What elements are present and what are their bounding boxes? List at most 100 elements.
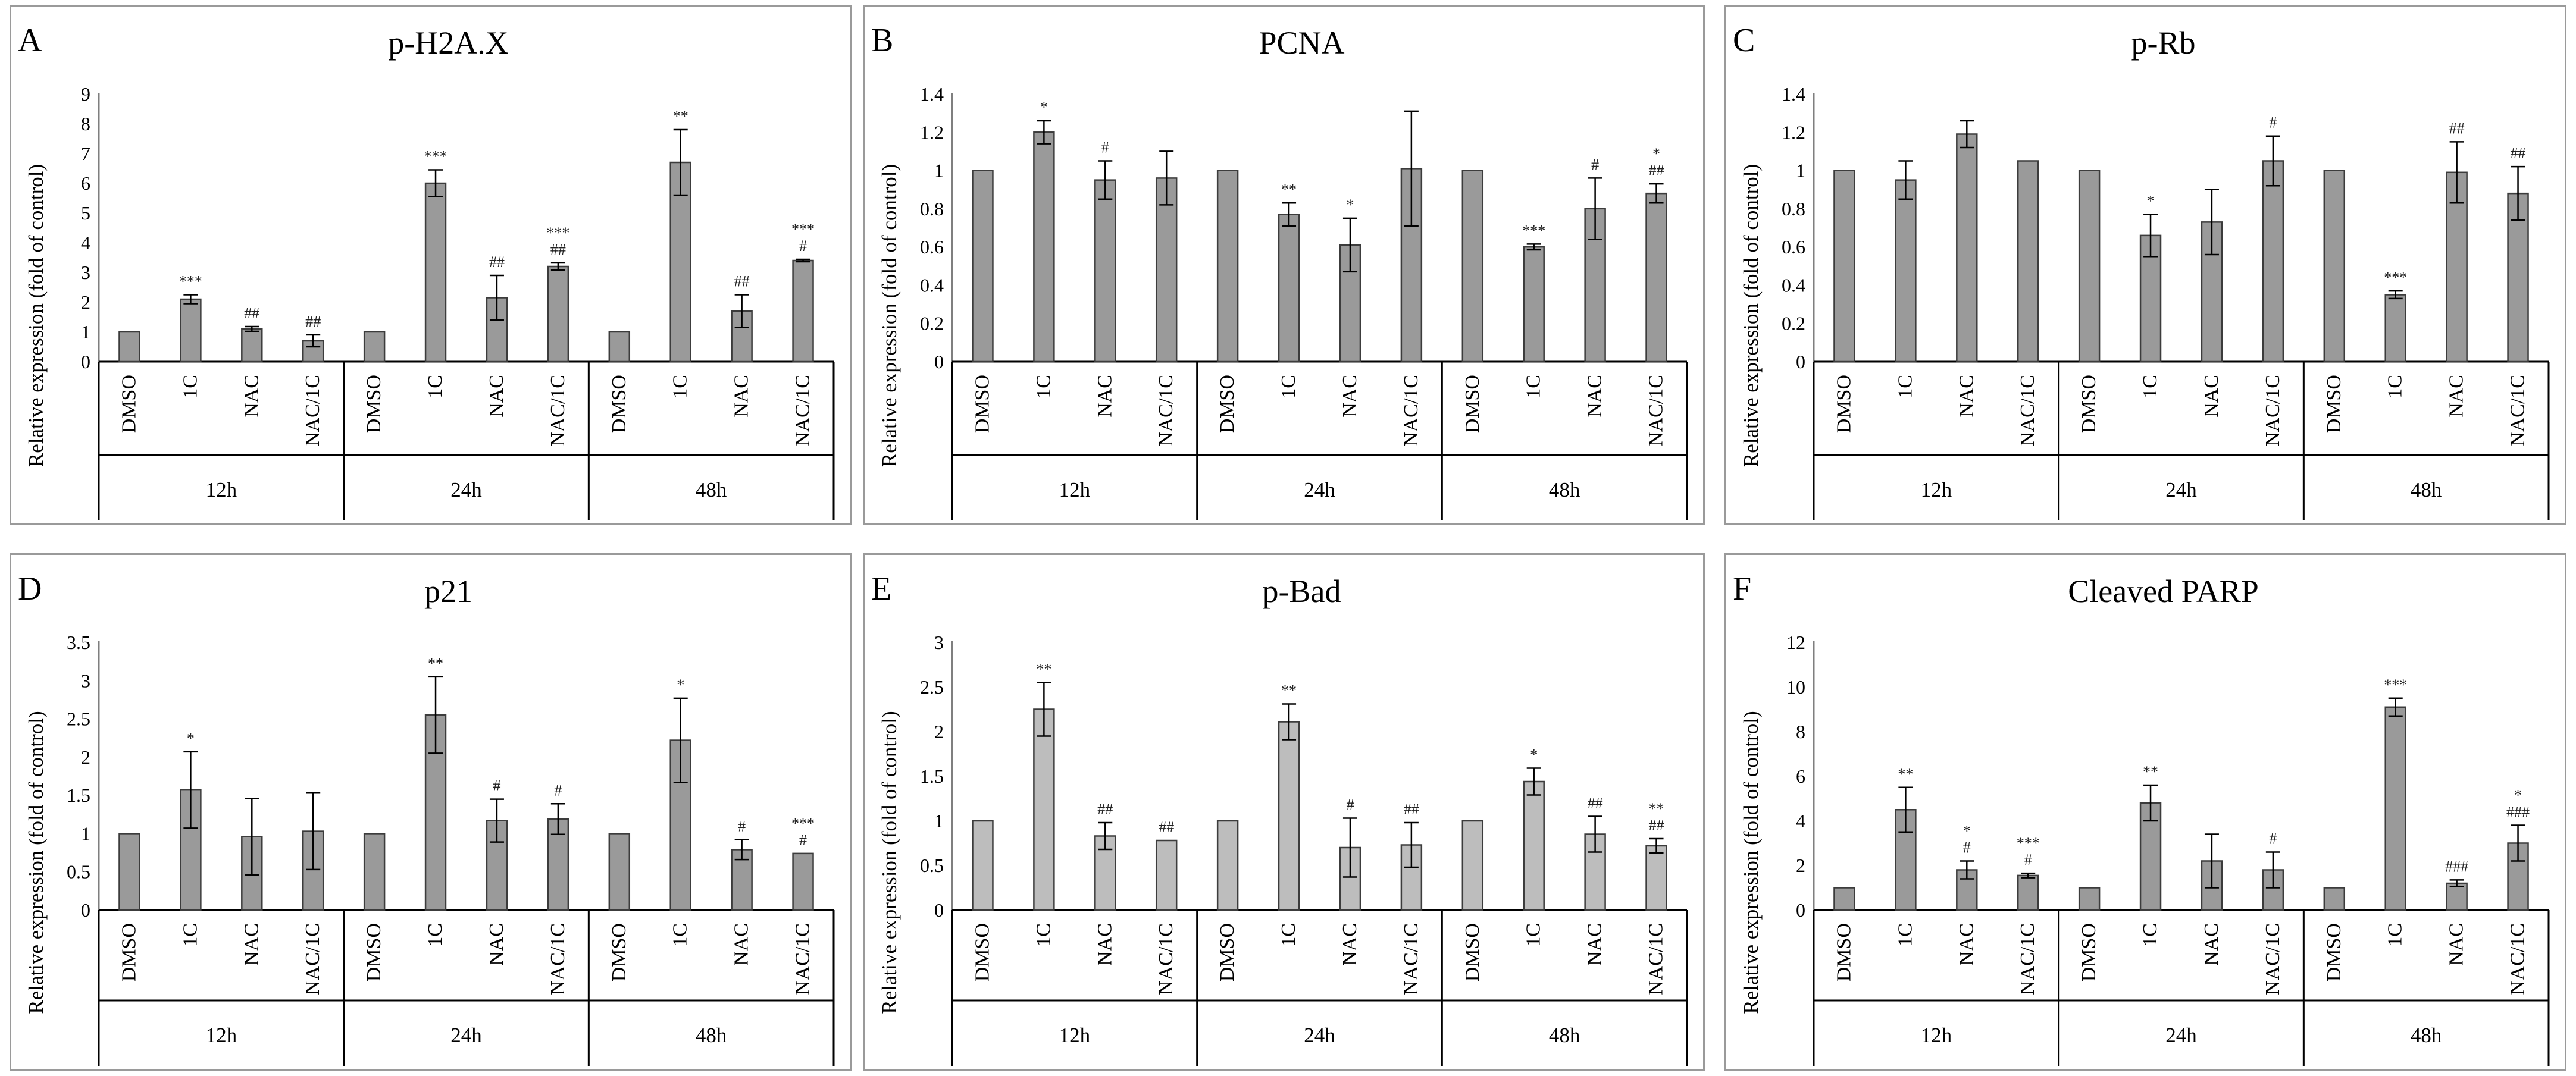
- group-label: 48h: [1549, 1024, 1580, 1047]
- panel-letter: F: [1733, 570, 1751, 607]
- y-tick-label: 3.5: [67, 632, 90, 653]
- significance-label: #: [799, 237, 807, 255]
- significance-label: #: [2269, 830, 2277, 848]
- significance-label: ##: [734, 273, 750, 290]
- bar: [1645, 192, 1667, 363]
- y-axis-label: Relative expression (fold of control): [1739, 711, 1763, 1014]
- category-label: NAC: [240, 923, 262, 966]
- category-label: 1C: [179, 923, 201, 947]
- category-label: 1C: [1278, 923, 1300, 947]
- category-label: NAC/1C: [547, 923, 569, 995]
- significance-label: ##: [305, 313, 321, 330]
- category-label: NAC/1C: [1155, 923, 1177, 995]
- group-label: 48h: [1549, 478, 1580, 501]
- group-label: 12h: [1059, 1024, 1091, 1047]
- category-label: 1C: [1523, 375, 1545, 399]
- significance-label: ##: [489, 253, 505, 271]
- bar: [118, 833, 140, 911]
- category-label: DMSO: [2323, 923, 2345, 981]
- significance-label: ***: [791, 221, 815, 238]
- y-axis-label: Relative expression (fold of control): [1739, 164, 1763, 467]
- chart-title: p-Rb: [2131, 25, 2196, 61]
- y-tick-label: 12: [1786, 632, 1805, 653]
- y-axis-label: Relative expression (fold of control): [24, 711, 48, 1014]
- category-label: NAC: [240, 375, 262, 418]
- panel-letter: E: [871, 570, 891, 607]
- category-label: NAC: [1339, 923, 1361, 966]
- significance-label: #: [1346, 796, 1354, 814]
- y-tick-label: 7: [81, 143, 90, 164]
- significance-label: **: [1281, 682, 1297, 699]
- y-tick-label: 0.8: [1782, 198, 1805, 219]
- bar: [118, 331, 140, 363]
- group-label: 24h: [1304, 478, 1335, 501]
- y-tick-label: 9: [81, 83, 90, 105]
- category-label: DMSO: [363, 923, 385, 981]
- significance-label: *: [2514, 787, 2522, 804]
- bar: [2384, 294, 2406, 363]
- category-label: 1C: [179, 375, 201, 399]
- y-tick-label: 2: [1796, 855, 1805, 876]
- y-tick-label: 0.4: [920, 274, 944, 296]
- y-tick-label: 1: [1796, 160, 1805, 181]
- bar: [1155, 839, 1178, 911]
- significance-label: ##: [244, 305, 259, 322]
- significance-label: *: [187, 730, 195, 747]
- y-tick-label: 3: [81, 262, 90, 283]
- category-label: NAC/1C: [2507, 923, 2529, 995]
- category-label: NAC: [1094, 375, 1116, 418]
- significance-label: ##: [550, 241, 566, 258]
- significance-label: ***: [2017, 835, 2040, 852]
- category-label: DMSO: [2078, 923, 2100, 981]
- y-tick-label: 6: [81, 172, 90, 194]
- group-label: 24h: [450, 1024, 482, 1047]
- bar: [1956, 133, 1978, 363]
- category-label: NAC/1C: [2017, 375, 2039, 447]
- y-tick-label: 10: [1786, 676, 1805, 698]
- bar: [1523, 246, 1545, 363]
- panel-frame: [10, 5, 852, 525]
- y-tick-label: 0: [1796, 899, 1805, 921]
- bar: [363, 833, 386, 911]
- significance-label: ##: [1649, 162, 1664, 179]
- significance-label: **: [2143, 763, 2158, 780]
- significance-label: ***: [179, 273, 202, 290]
- category-label: NAC: [486, 923, 508, 966]
- significance-label: *: [1530, 746, 1538, 764]
- category-label: DMSO: [363, 375, 385, 433]
- group-label: 48h: [696, 1024, 727, 1047]
- significance-label: ##: [2511, 145, 2526, 162]
- significance-label: *: [677, 676, 684, 694]
- significance-label: **: [1281, 181, 1297, 198]
- category-label: 1C: [669, 923, 691, 947]
- y-tick-label: 0: [934, 351, 944, 372]
- category-label: NAC/1C: [302, 375, 324, 447]
- significance-label: #: [2024, 851, 2032, 868]
- bar: [180, 298, 202, 363]
- category-label: NAC/1C: [2507, 375, 2529, 447]
- significance-label: #: [1101, 139, 1109, 156]
- category-label: NAC/1C: [1645, 375, 1667, 447]
- bar: [2017, 160, 2039, 363]
- category-label: NAC: [2201, 375, 2223, 418]
- significance-label: ##: [1097, 801, 1113, 818]
- significance-label: **: [673, 108, 688, 125]
- category-label: DMSO: [608, 375, 630, 433]
- significance-label: *: [1346, 196, 1354, 214]
- category-label: 1C: [1278, 375, 1300, 399]
- group-label: 24h: [2165, 478, 2197, 501]
- category-label: DMSO: [1461, 375, 1483, 433]
- category-label: 1C: [2139, 923, 2161, 947]
- bar: [1461, 170, 1484, 363]
- y-tick-label: 6: [1796, 766, 1805, 787]
- bar: [2262, 160, 2284, 363]
- y-tick-label: 1.5: [67, 785, 90, 806]
- y-axis-label: Relative expression (fold of control): [24, 164, 48, 467]
- panel-letter: B: [871, 22, 893, 59]
- bar: [972, 170, 994, 363]
- significance-label: ##: [1649, 817, 1664, 834]
